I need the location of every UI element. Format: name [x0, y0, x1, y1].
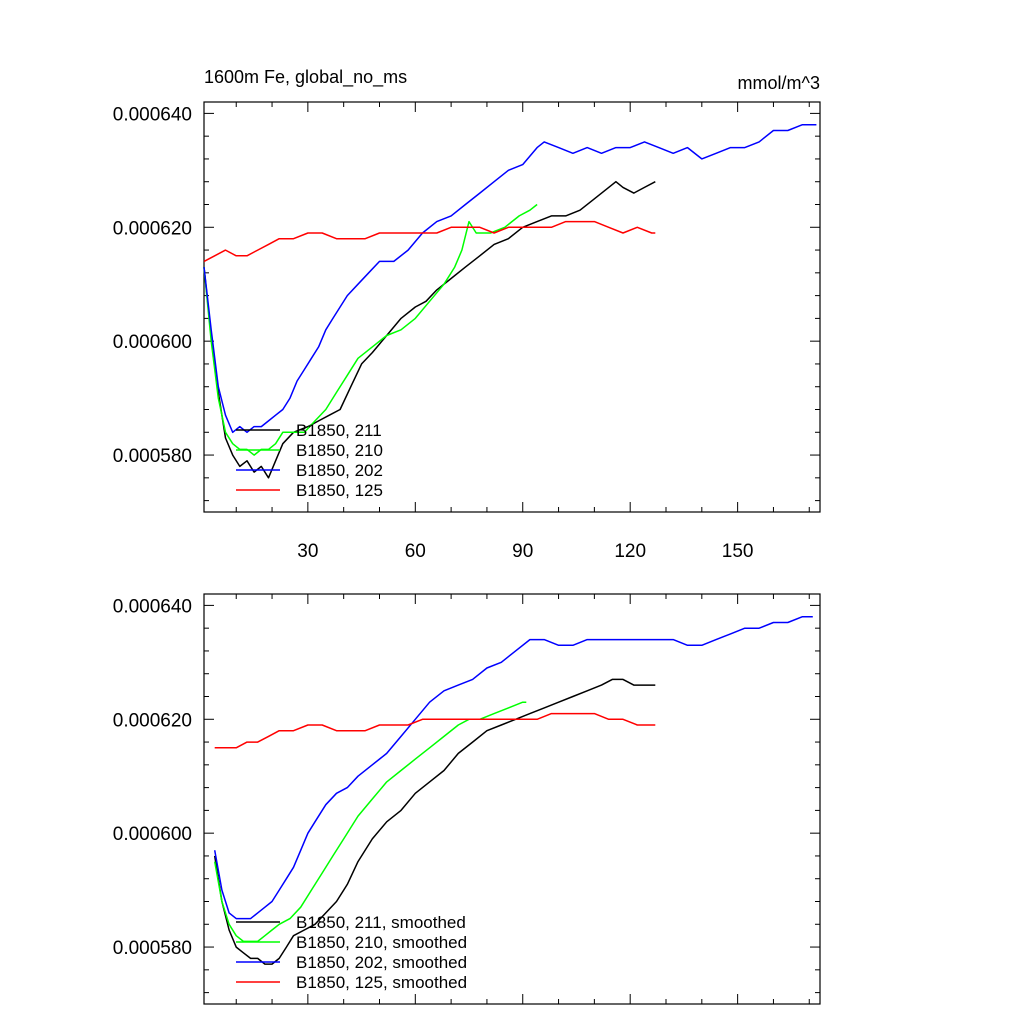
y-tick-label: 0.000640	[113, 596, 192, 617]
plot-frame	[203, 101, 821, 513]
legend-label: B1850, 210	[296, 441, 383, 460]
x-tick-label: 150	[722, 541, 754, 562]
x-tick-label: 60	[405, 541, 426, 562]
y-tick-label: 0.000580	[113, 938, 192, 959]
series-line-1	[213, 701, 527, 943]
x-tick-label: 30	[297, 541, 318, 562]
legend-label: B1850, 211	[296, 421, 382, 440]
y-tick-label: 0.000580	[113, 446, 192, 467]
legend-label: B1850, 211, smoothed	[296, 913, 466, 932]
y-tick-label: 0.000640	[113, 104, 192, 125]
series-line-1	[203, 203, 538, 456]
bottom-panel: 0.000580 0.000600 0.000620 0.000640 B1850, 2…	[113, 593, 821, 1005]
legend-label: B1850, 210, smoothed	[296, 933, 467, 952]
legend-label: B1850, 202	[296, 461, 383, 480]
y-tick-label: 0.000600	[113, 824, 192, 845]
series-line-3	[214, 712, 656, 749]
x-tick-label: 120	[614, 541, 646, 562]
x-tick-label: 90	[512, 541, 533, 562]
series-line-3	[203, 220, 656, 263]
top-panel: 0.000580 0.000600 0.000620 0.000640 30 60 90 12…	[113, 67, 821, 562]
series-line-0	[203, 180, 656, 479]
units-label: mmol/m^3	[738, 73, 820, 93]
y-tick-label: 0.000620	[113, 710, 192, 731]
y-tick-label: 0.000600	[113, 332, 192, 353]
legend-label: B1850, 125, smoothed	[296, 973, 467, 992]
chart-title: 1600m Fe, global_no_ms	[204, 67, 407, 88]
legend-label: B1850, 125	[296, 481, 383, 500]
series-line-2	[203, 124, 817, 434]
plot-frame	[203, 593, 821, 1005]
legend-label: B1850, 202, smoothed	[296, 953, 467, 972]
y-tick-label: 0.000620	[113, 218, 192, 239]
series-line-2	[213, 616, 813, 920]
